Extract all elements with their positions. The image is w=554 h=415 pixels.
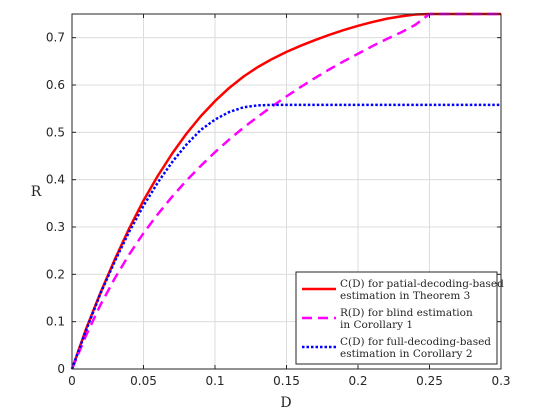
x-tick-label: 0.05 (130, 374, 157, 388)
y-tick-label: 0.1 (46, 315, 65, 329)
x-tick-label: 0.15 (273, 374, 300, 388)
ticks: 0 0.05 0.1 0.15 0.2 0.25 0.3 0 0.1 0.2 0.3 0.4 0.5 0.… (46, 14, 511, 388)
x-axis-label: D (280, 395, 291, 411)
legend: C(D) for patial-decoding-basedestimation… (295, 271, 504, 365)
y-tick-label: 0.4 (46, 173, 65, 187)
y-tick-label: 0.2 (46, 267, 65, 281)
legend-label-2: in Corollary 1 (340, 319, 413, 331)
legend-box (295, 271, 498, 365)
x-tick-label: 0.25 (416, 374, 443, 388)
legend-label-2: R(D) for blind estimation (340, 307, 473, 319)
legend-label-1: estimation in Theorem 3 (340, 290, 470, 302)
y-axis-label: R (31, 184, 42, 200)
x-tick-label: 0 (68, 374, 76, 388)
y-tick-label: 0.3 (46, 220, 65, 234)
legend-label-3: C(D) for full-decoding-based (340, 336, 491, 348)
y-tick-label: 0 (57, 362, 65, 376)
y-tick-label: 0.6 (46, 78, 65, 92)
x-tick-label: 0.3 (491, 374, 510, 388)
legend-label-1: C(D) for patial-decoding-based (340, 278, 504, 290)
x-tick-label: 0.2 (348, 374, 367, 388)
legend-label-3: estimation in Corollary 2 (340, 348, 473, 360)
x-tick-label: 0.1 (205, 374, 224, 388)
y-tick-label: 0.5 (46, 125, 65, 139)
y-tick-label: 0.7 (46, 31, 65, 45)
series-line-3 (70, 103, 501, 370)
